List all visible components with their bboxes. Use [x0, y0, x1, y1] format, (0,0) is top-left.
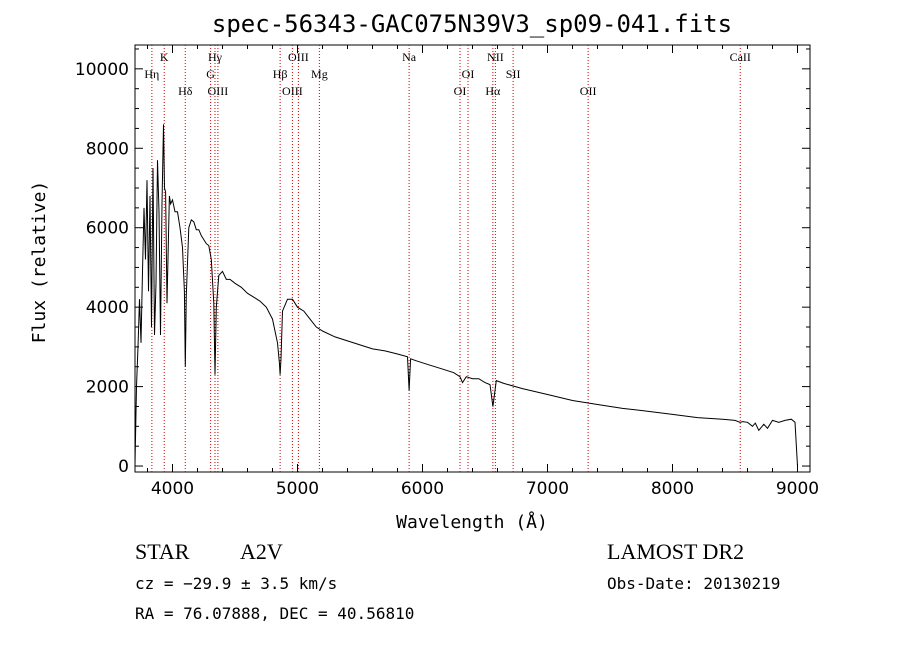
coordinates: RA = 76.07888, DEC = 40.56810 — [135, 604, 414, 623]
spectral-line-label: OIII — [208, 84, 229, 98]
y-axis-ticks: 0 2000 4000 6000 8000 10000 — [75, 48, 810, 477]
spectral-line-label: NII — [487, 50, 504, 64]
x-axis-label: Wavelength (Å) — [396, 511, 548, 533]
x-axis-ticks: 4000 5000 6000 7000 8000 9000 — [147, 45, 819, 499]
y-tick-label: 4000 — [86, 298, 129, 318]
spectral-line-label: OIII — [282, 84, 303, 98]
survey-name: LAMOST DR2 — [607, 539, 744, 564]
x-tick-label: 6000 — [401, 479, 444, 499]
spectral-line-label: OI — [454, 84, 467, 98]
observation-date: Obs-Date: 20130219 — [607, 574, 780, 593]
spectral-line-label: CaII — [730, 50, 751, 64]
x-tick-label: 9000 — [776, 479, 819, 499]
redshift-velocity: cz = −29.9 ± 3.5 km/s — [135, 574, 337, 593]
spectral-line-label: OII — [580, 84, 597, 98]
spectrum-curve — [134, 124, 798, 467]
spectral-line-label: Hη — [144, 67, 159, 81]
spectral-line-label: OIII — [288, 50, 309, 64]
spectral-line-markers — [151, 45, 741, 472]
spectral-line-label: Hβ — [273, 67, 288, 81]
x-tick-label: 7000 — [526, 479, 569, 499]
y-tick-label: 6000 — [86, 219, 129, 239]
spectral-line-label: Mg — [311, 67, 328, 81]
spectral-line-label: Hγ — [208, 50, 223, 64]
x-tick-label: 5000 — [276, 479, 319, 499]
spectral-line-label: K — [160, 50, 169, 64]
spectral-line-label: G — [206, 67, 215, 81]
spectral-line-label: Hδ — [178, 84, 193, 98]
x-tick-label: 4000 — [151, 479, 194, 499]
spectral-line-label: Na — [402, 50, 417, 64]
object-subclass: A2V — [240, 539, 283, 564]
x-tick-label: 8000 — [651, 479, 694, 499]
y-axis-label: Flux (relative) — [29, 181, 50, 344]
object-class: STAR — [135, 539, 190, 564]
y-tick-label: 10000 — [75, 60, 129, 80]
plot-frame — [134, 44, 811, 473]
y-tick-label: 2000 — [86, 378, 129, 398]
chart-title: spec-56343-GAC075N39V3_sp09-041.fits — [212, 10, 732, 38]
spectral-line-label: SII — [506, 67, 521, 81]
y-tick-label: 0 — [118, 457, 129, 477]
spectral-line-label: Hα — [485, 84, 501, 98]
y-tick-label: 8000 — [86, 139, 129, 159]
spectral-line-label: OI — [462, 67, 475, 81]
